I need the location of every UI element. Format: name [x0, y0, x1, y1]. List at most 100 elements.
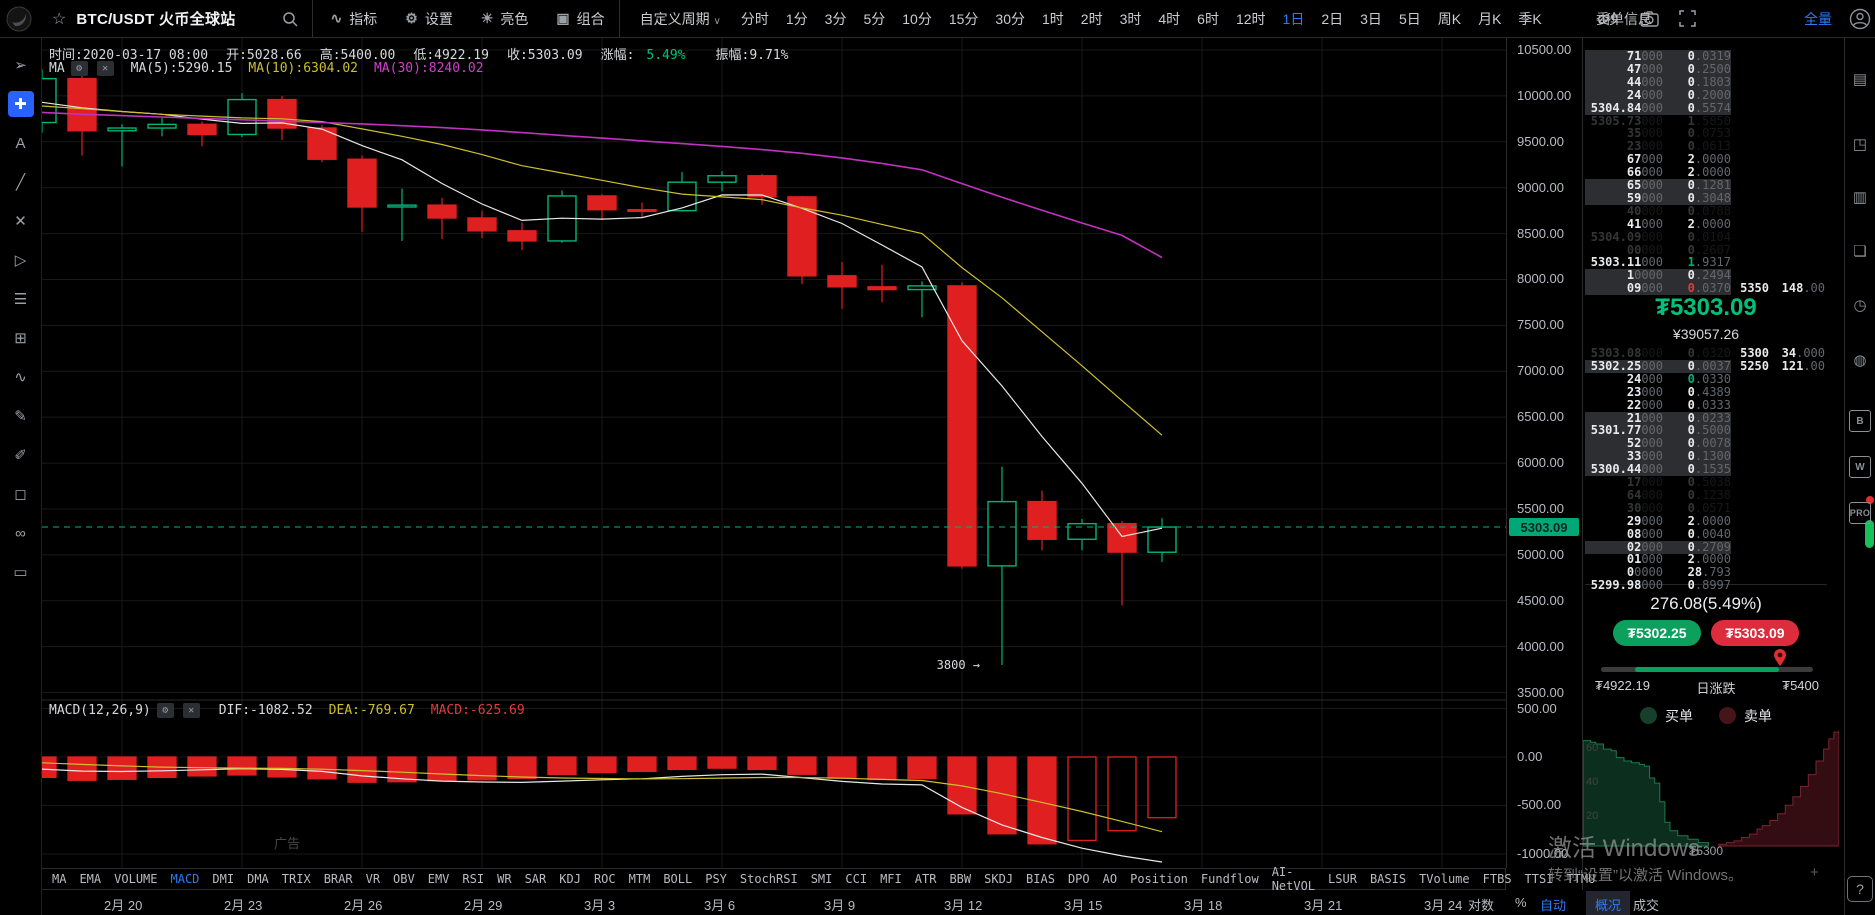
- order-book-row[interactable]: 10000 0.2494: [1585, 269, 1731, 283]
- cross-line-tool-icon[interactable]: ✕: [14, 213, 27, 230]
- timeframe-10分[interactable]: 10分: [902, 10, 932, 27]
- order-book-row[interactable]: 00000 0.2607: [1626, 242, 1731, 257]
- indicator-tab-VR[interactable]: VR: [365, 872, 381, 886]
- indicator-tab-CCI[interactable]: CCI: [845, 872, 868, 886]
- indicator-tab-AI-NetVOL[interactable]: AI-NetVOL: [1271, 865, 1316, 893]
- timeframe-1时[interactable]: 1时: [1041, 10, 1064, 27]
- indicator-tab-KDJ[interactable]: KDJ: [559, 872, 581, 886]
- timeframe-分时[interactable]: 分时: [740, 10, 769, 27]
- order-book-row[interactable]: 00000 28.793: [1626, 565, 1731, 580]
- indicator-tab-BBW[interactable]: BBW: [949, 872, 972, 886]
- tab-overview[interactable]: 概况: [1586, 891, 1631, 915]
- timeframe-1日[interactable]: 1日: [1282, 10, 1305, 27]
- gear-icon[interactable]: ⚙: [156, 703, 174, 718]
- order-book-row[interactable]: 5301.77000 0.5000: [1585, 424, 1731, 438]
- indicator-tab-TTMU[interactable]: TTMU: [1566, 872, 1596, 886]
- order-book-row[interactable]: 67000 2.0000: [1626, 152, 1731, 167]
- gear-icon[interactable]: ⚙: [70, 61, 88, 76]
- timeframe-月K[interactable]: 月K: [1478, 10, 1502, 27]
- depth-chart[interactable]: [1583, 730, 1839, 848]
- delete-tool-icon[interactable]: ▭: [13, 564, 28, 581]
- indicator-tab-SAR[interactable]: SAR: [524, 872, 547, 886]
- globe-icon[interactable]: ◍: [1853, 352, 1867, 369]
- order-book-row[interactable]: 64000 0.1238: [1626, 487, 1731, 502]
- sell-price-pill[interactable]: ₮5303.09: [1711, 620, 1799, 646]
- order-book-row[interactable]: 5302.25000 0.0037: [1585, 359, 1731, 373]
- indicator-tab-MA[interactable]: MA: [52, 872, 67, 886]
- timeframe-12时[interactable]: 12时: [1235, 10, 1266, 27]
- order-book-row[interactable]: 41000 2.0000: [1626, 216, 1731, 231]
- order-book-row[interactable]: 5299.98000 0.8997: [1590, 578, 1731, 593]
- order-book-row[interactable]: 01000 2.0000: [1626, 552, 1731, 567]
- indicator-tab-Position[interactable]: Position: [1130, 872, 1188, 886]
- order-book-row[interactable]: 30000 0.0571: [1626, 500, 1731, 515]
- pro-badge[interactable]: PRO: [1849, 502, 1871, 524]
- auto-scale-toggle[interactable]: 自动: [1540, 898, 1567, 913]
- brush-tool-icon[interactable]: ✐: [14, 447, 27, 464]
- buy-price-pill[interactable]: ₮5302.25: [1613, 620, 1701, 646]
- indicator-tab-EMV[interactable]: EMV: [427, 872, 450, 886]
- menu-settings[interactable]: ⚙ 设置: [405, 9, 453, 29]
- custom-period-dropdown[interactable]: 自定义周期 ∨: [639, 10, 721, 27]
- indicator-tab-RSI[interactable]: RSI: [462, 872, 485, 886]
- trendline-tool-icon[interactable]: ╱: [15, 174, 26, 191]
- news-b-icon[interactable]: B: [1849, 410, 1871, 432]
- close-icon[interactable]: ✕: [182, 703, 200, 718]
- order-book-row[interactable]: 71000 0.0319: [1585, 50, 1731, 63]
- timeframe-6时[interactable]: 6时: [1197, 10, 1219, 27]
- alarm-icon[interactable]: ◷: [1853, 297, 1867, 314]
- timeframe-周K[interactable]: 周K: [1437, 10, 1462, 27]
- indicator-tab-AO[interactable]: AO: [1102, 872, 1118, 886]
- indicator-tab-DPO[interactable]: DPO: [1067, 872, 1090, 886]
- indicator-tab-BOLL[interactable]: BOLL: [663, 872, 693, 886]
- indicator-tab-VOLUME[interactable]: VOLUME: [114, 872, 158, 886]
- cursor-tool-icon[interactable]: ➢: [14, 57, 27, 74]
- lock-tool-icon[interactable]: ◻: [14, 486, 27, 503]
- order-book-row[interactable]: 23000 0.4389: [1626, 384, 1731, 399]
- widget-w-icon[interactable]: W: [1849, 456, 1871, 478]
- close-icon[interactable]: ✕: [96, 61, 114, 76]
- app-logo[interactable]: [0, 0, 38, 38]
- scroll-thumb[interactable]: [1865, 520, 1874, 548]
- order-book-row[interactable]: 65000 0.1281: [1585, 179, 1731, 192]
- bars-icon[interactable]: ▥: [1852, 189, 1868, 206]
- full-depth-link[interactable]: 全量: [1804, 11, 1832, 27]
- order-book-row[interactable]: 21000 0.0233: [1585, 411, 1731, 425]
- order-book-row[interactable]: 09000 0.0370: [1585, 282, 1731, 296]
- candlestick-macd-chart[interactable]: 3800 →: [27, 38, 1506, 868]
- indicator-tab-StochRSI[interactable]: StochRSI: [739, 872, 798, 886]
- price-axis[interactable]: 10500.00 10000.00 9500.00 9000.00 8500.00 800…: [1506, 38, 1582, 868]
- order-book-row[interactable]: 24000 0.0330: [1626, 371, 1731, 386]
- indicator-tab-LSUR[interactable]: LSUR: [1328, 872, 1357, 886]
- timeframe-3分[interactable]: 3分: [824, 10, 847, 27]
- order-book-row[interactable]: 23000 0.0613: [1626, 139, 1731, 154]
- order-book-row[interactable]: 35000 0.0753: [1626, 126, 1731, 141]
- timeframe-15分[interactable]: 15分: [948, 10, 979, 27]
- indicator-tab-EMA[interactable]: EMA: [79, 872, 102, 886]
- favorite-star-icon[interactable]: ☆: [52, 10, 67, 28]
- order-book-row[interactable]: 5300.44000 0.1535: [1585, 463, 1731, 477]
- account-avatar-icon[interactable]: [1849, 8, 1871, 35]
- indicator-tab-SKDJ[interactable]: SKDJ: [984, 872, 1014, 886]
- order-book-row[interactable]: 08000 0.0040: [1626, 526, 1731, 541]
- indicator-tab-MTM[interactable]: MTM: [628, 872, 651, 886]
- timeframe-季K[interactable]: 季K: [1518, 10, 1542, 27]
- indicator-tab-ROC[interactable]: ROC: [593, 872, 616, 886]
- symbol-title[interactable]: BTC/USDT 火币全球站: [76, 11, 236, 28]
- percent-scale-toggle[interactable]: %: [1515, 895, 1527, 910]
- search-icon[interactable]: [282, 11, 298, 27]
- day-range-slider[interactable]: [1601, 649, 1813, 672]
- menu-theme[interactable]: ☀ 亮色: [481, 9, 529, 29]
- pencil-tool-icon[interactable]: ✎: [14, 408, 27, 425]
- indicator-tab-BASIS[interactable]: BASIS: [1369, 872, 1407, 886]
- timeframe-2日[interactable]: 2日: [1321, 10, 1344, 27]
- indicator-tab-ATR[interactable]: ATR: [914, 872, 937, 886]
- list-icon[interactable]: ▤: [1852, 71, 1868, 88]
- shape-tool-icon[interactable]: ▷: [14, 252, 27, 269]
- indicator-tab-DMA[interactable]: DMA: [247, 872, 269, 886]
- order-book-row[interactable]: 5303.08000 0.0320: [1590, 346, 1731, 360]
- magnet-tool-icon[interactable]: ∞: [15, 524, 26, 542]
- order-book-row[interactable]: 5304.84000 0.5574: [1585, 101, 1731, 115]
- order-book-row[interactable]: 59000 0.3048: [1585, 191, 1731, 205]
- timeframe-5日[interactable]: 5日: [1398, 10, 1421, 27]
